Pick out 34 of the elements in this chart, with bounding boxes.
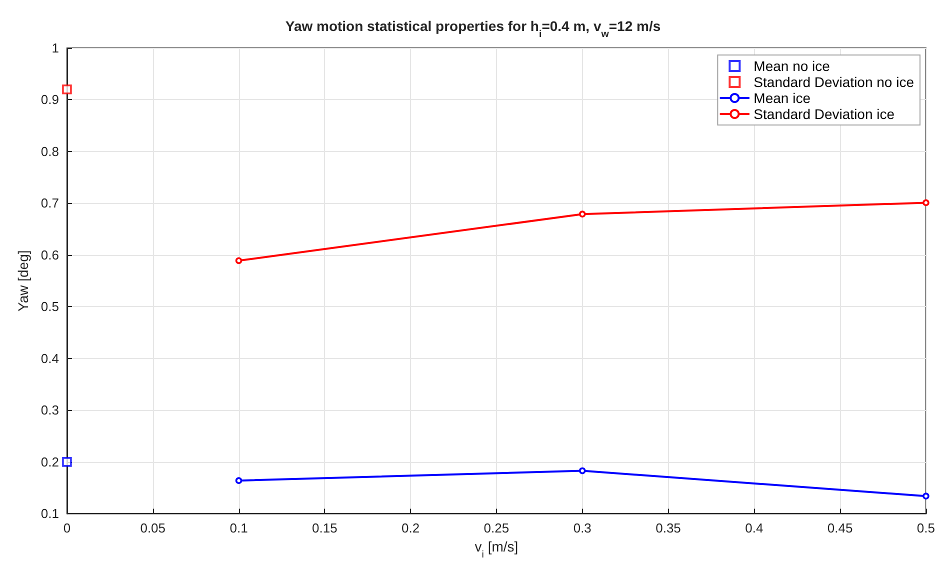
point (578, 467, 586, 474)
x-tick-label: 0 (63, 520, 71, 536)
y-tick-label: 0.4 (40, 350, 59, 366)
y-axis-title: Yaw [deg] (15, 250, 31, 312)
y-tick-label: 0.9 (40, 92, 59, 108)
point (235, 477, 242, 484)
x-tick-label: 0.25 (484, 520, 510, 536)
x-tick-label: 0.05 (140, 520, 166, 536)
x-tick-label: 0.1 (230, 520, 248, 536)
x-tick-label: 0.4 (745, 520, 764, 536)
x-tick-label: 0.15 (312, 520, 338, 536)
legend-label: Standard Deviation no ice (754, 74, 914, 90)
x-tick-label: 0.3 (573, 520, 592, 536)
y-tick-label: 0.6 (40, 247, 59, 262)
y-tick-label: 1 (52, 40, 59, 56)
y-tick-label: 0.8 (40, 144, 59, 159)
x-tick-label: 0.45 (827, 520, 853, 536)
x-tick-label: 0.35 (656, 520, 681, 536)
point (922, 199, 930, 206)
y-tick-label: 0.2 (40, 454, 59, 470)
x-tick-label: 0.2 (402, 520, 420, 536)
y-tick-label: 0.3 (40, 402, 59, 418)
y-tick-label: 0.5 (40, 299, 59, 314)
x-tick-label: 0.5 (916, 520, 936, 536)
point (922, 492, 930, 500)
y-tick-label: 0.7 (40, 196, 59, 211)
point (578, 210, 586, 218)
point (235, 257, 242, 264)
legend-label: Standard Deviation ice (754, 106, 895, 122)
legend-label: Mean no ice (754, 58, 830, 74)
point (62, 457, 72, 467)
legend-label: Mean ice (754, 90, 811, 106)
y-tick-label: 0.1 (40, 506, 59, 522)
point (62, 84, 72, 94)
